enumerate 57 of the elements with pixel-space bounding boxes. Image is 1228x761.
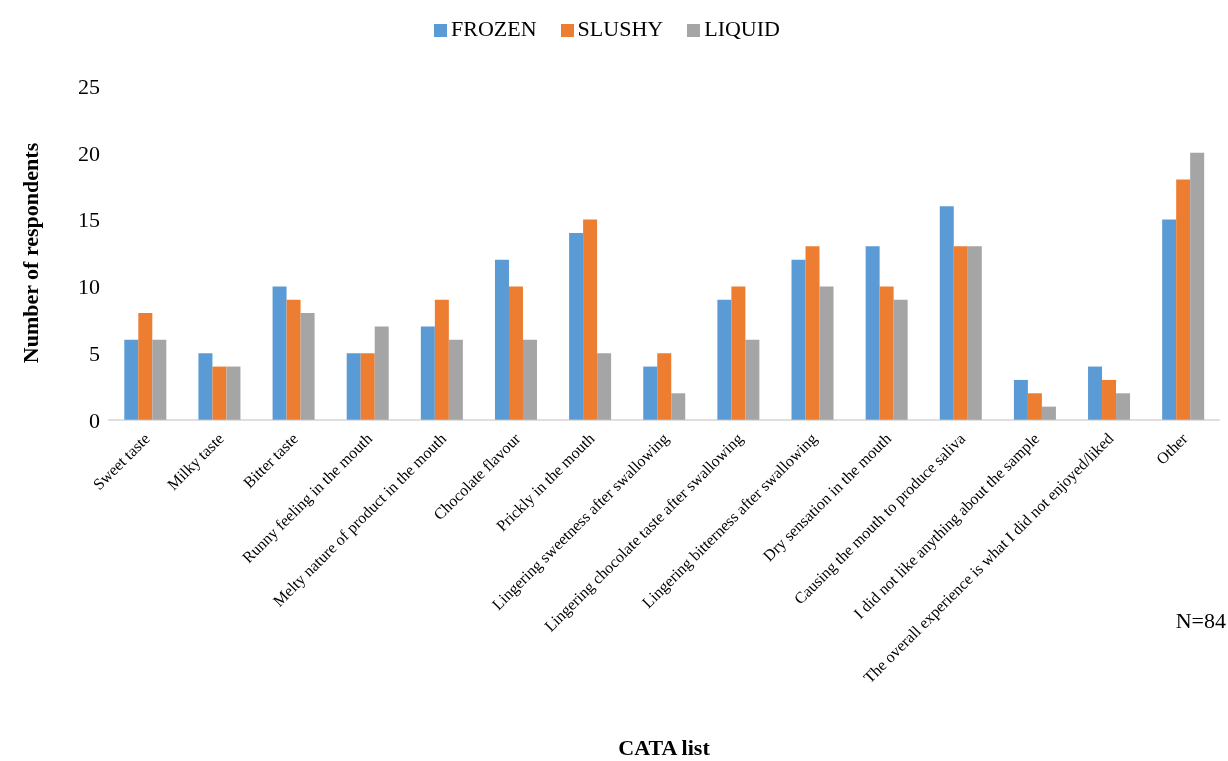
- bar: [374, 326, 389, 420]
- bar: [893, 299, 908, 420]
- bar: [198, 353, 213, 420]
- bar: [1176, 179, 1191, 420]
- bar: [346, 353, 361, 420]
- bar: [1190, 152, 1205, 420]
- bar: [522, 339, 537, 420]
- bar: [1027, 393, 1042, 420]
- bar: [819, 286, 834, 420]
- bar: [1013, 379, 1028, 420]
- bar: [1116, 393, 1131, 420]
- bar: [671, 393, 686, 420]
- y-tick-label: 25: [78, 73, 100, 99]
- bar: [360, 353, 375, 420]
- legend-label: FROZEN: [451, 16, 537, 41]
- bar: [717, 299, 732, 420]
- bar: [569, 232, 584, 420]
- y-tick-label: 15: [78, 207, 100, 233]
- y-tick-label: 20: [78, 140, 100, 166]
- bar: [1102, 379, 1117, 420]
- legend-label: SLUSHY: [577, 16, 664, 41]
- bar: [731, 286, 746, 420]
- bar: [879, 286, 894, 420]
- bar: [657, 353, 672, 420]
- y-tick-label: 10: [78, 274, 100, 300]
- text: N=84: [1175, 608, 1226, 634]
- bar: [583, 219, 598, 420]
- bar: [597, 353, 612, 420]
- bar: [1088, 366, 1103, 420]
- bar: [494, 259, 509, 420]
- x-axis-title: CATA list: [618, 735, 711, 760]
- y-tick-label: 0: [89, 407, 100, 433]
- legend-label: LIQUID: [704, 16, 780, 41]
- bar: [939, 206, 954, 420]
- bar: [967, 246, 982, 420]
- bar: [745, 339, 760, 420]
- y-tick-label: 5: [89, 341, 100, 367]
- bar: [953, 246, 968, 420]
- bar: [300, 313, 315, 420]
- bar: [152, 339, 167, 420]
- bar: [1162, 219, 1177, 420]
- bar: [791, 259, 806, 420]
- bar: [805, 246, 820, 420]
- y-axis-title: Number of respondents: [17, 142, 43, 364]
- bar: [1041, 406, 1056, 420]
- bar: [420, 326, 435, 420]
- bar: [138, 313, 153, 420]
- bar: [212, 366, 227, 420]
- bar: [643, 366, 658, 420]
- bar: [508, 286, 523, 420]
- bar: [286, 299, 301, 420]
- bar: [448, 339, 463, 420]
- bar: [434, 299, 449, 420]
- bar: [272, 286, 287, 420]
- bar: [865, 246, 880, 420]
- bar: [226, 366, 241, 420]
- bar: [124, 339, 139, 420]
